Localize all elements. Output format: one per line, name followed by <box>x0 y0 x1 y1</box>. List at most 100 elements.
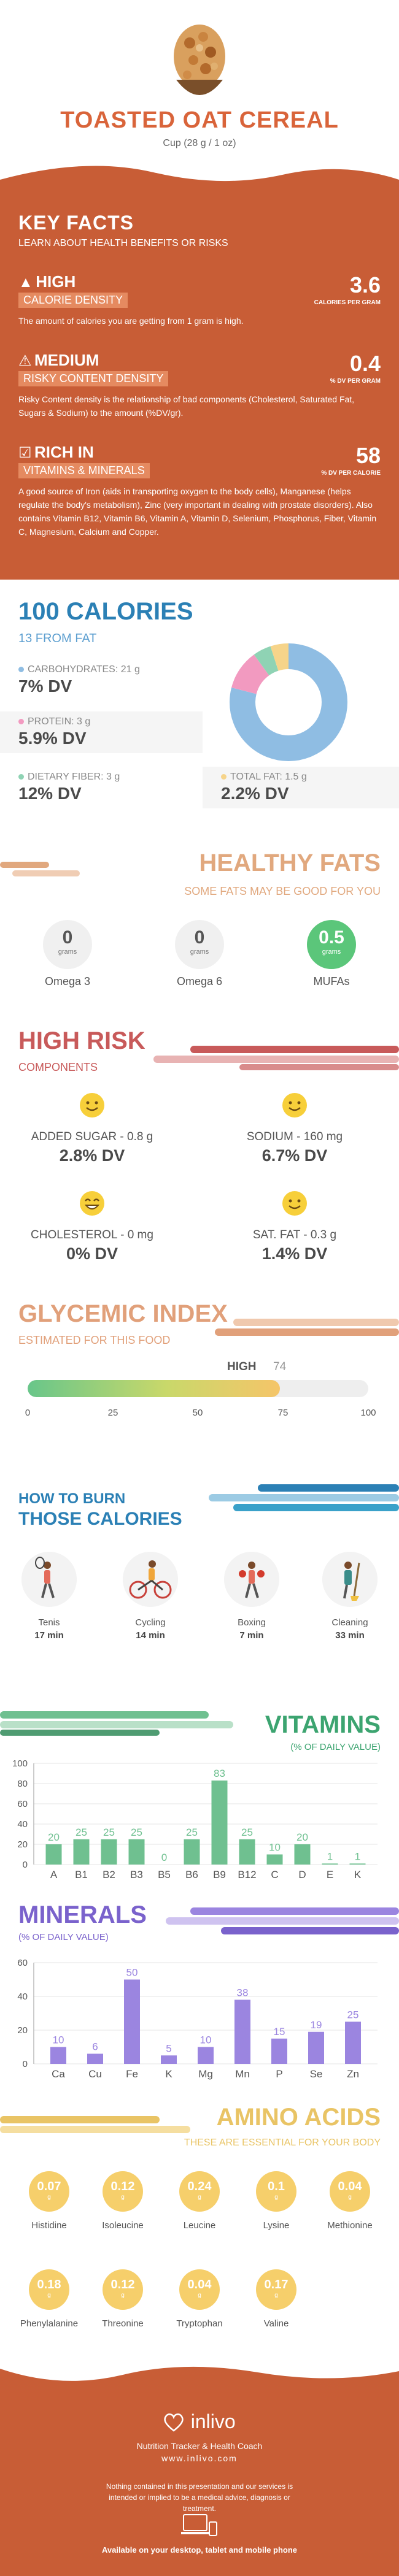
risk-label: SAT. FAT - 0.3 g <box>252 1229 337 1241</box>
bar-value-label: 25 <box>131 1827 142 1838</box>
bar-value-label: 10 <box>200 2034 212 2046</box>
glycemic-bar-fill <box>28 1380 280 1397</box>
glycemic-bar <box>28 1380 368 1397</box>
minerals-subtitle: (% OF DAILY VALUE) <box>18 1932 109 1942</box>
fat-value: 0 <box>194 927 205 948</box>
serving-size: Cup (28 g / 1 oz) <box>163 138 236 148</box>
donut-slice <box>230 643 347 761</box>
risk-dv: 1.4% DV <box>261 1244 328 1263</box>
bar-value-label: 25 <box>347 2009 359 2020</box>
smile-face-icon <box>282 1093 307 1117</box>
bar <box>87 2053 103 2064</box>
bar-value-label: 19 <box>311 2019 322 2031</box>
bar <box>271 2038 287 2064</box>
x-tick-label: Mg <box>198 2068 213 2080</box>
activity-minutes: 14 min <box>136 1630 165 1641</box>
amino-value: 0.18 <box>37 2278 61 2291</box>
x-tick-label: Se <box>310 2068 323 2080</box>
glycemic-level: HIGH <box>227 1360 257 1373</box>
vitamins-title: VITAMINS <box>265 1711 381 1738</box>
decorative-stripes <box>209 1484 399 1511</box>
amino-circle: 0.04 g <box>330 2171 370 2212</box>
healthy-fats-subtitle: SOME FATS MAY BE GOOD FOR YOU <box>184 885 381 897</box>
amino-value: 0.07 <box>37 2180 61 2193</box>
calories-section: 100 CALORIES 13 FROM FAT CARBOHYDRATES: … <box>0 580 399 837</box>
amino-histidine: 0.07 g Histidine <box>15 2171 83 2231</box>
x-tick-label: Mn <box>235 2068 250 2080</box>
x-tick-label: P <box>276 2068 282 2080</box>
y-tick-label: 60 <box>17 1799 28 1809</box>
bar-value-label: 50 <box>126 1967 138 1979</box>
x-tick-label: B6 <box>185 1869 198 1880</box>
fat-value: 0 <box>62 927 73 948</box>
amino-value: 0.1 <box>268 2180 285 2193</box>
fat-value: 0.5 <box>319 927 344 948</box>
key-facts-section: KEY FACTS LEARN ABOUT HEALTH BENEFITS OR… <box>0 161 399 580</box>
amino-methionine: 0.04 g Methionine <box>316 2171 384 2231</box>
bar <box>234 1999 250 2064</box>
activity-cycling: Cycling 14 min <box>117 1552 184 1641</box>
decorative-stripes <box>166 1907 399 1934</box>
y-tick-label: 0 <box>23 2059 28 2069</box>
omega3-circle: 0 grams <box>43 920 92 969</box>
fat-name: Omega 3 <box>44 975 91 987</box>
bar-value-label: 20 <box>296 1831 308 1843</box>
amino-threonine: 0.12 g Threonine <box>89 2269 157 2329</box>
bar <box>349 1863 366 1865</box>
bar <box>239 1839 255 1865</box>
macro-label: TOTAL FAT: 1.5 g <box>230 772 307 782</box>
y-tick-label: 40 <box>17 1819 28 1830</box>
amino-value: 0.04 <box>187 2278 212 2291</box>
activity-minutes: 33 min <box>335 1630 365 1641</box>
amino-unit: g <box>348 2194 352 2201</box>
macro-dv: 12% DV <box>18 784 82 803</box>
bar <box>73 1839 90 1865</box>
amino-lysine: 0.1 g Lysine <box>242 2171 310 2231</box>
amino-unit: g <box>121 2292 125 2299</box>
bar-value-label: 0 <box>161 1852 167 1863</box>
calories-title: 100 CALORIES <box>18 598 193 625</box>
macro-donut-chart <box>230 643 347 761</box>
macro-label: PROTEIN: 3 g <box>28 716 91 727</box>
amino-valine: 0.17 g Valine <box>242 2269 310 2329</box>
risk-dv: 6.7% DV <box>261 1146 328 1165</box>
decorative-stripes <box>153 1046 399 1070</box>
amino-circle: 0.07 g <box>29 2171 69 2212</box>
legend-dot <box>221 774 227 780</box>
risk-dv: 2.8% DV <box>59 1146 125 1165</box>
amino-phenylalanine: 0.18 g Phenylalanine <box>15 2269 83 2329</box>
macro-fiber: DIETARY FIBER: 3 g 12% DV <box>0 767 203 808</box>
vitamins-bar-chart: 0 20 40 60 80 100 20 A 25 B1 25 B2 25 B3 0 B5 25 B6 83 B9 25… <box>12 1758 378 1880</box>
bar <box>124 1979 140 2064</box>
cleaner-icon <box>322 1552 378 1607</box>
burn-calories-section: HOW TO BURN THOSE CALORIES Tenis 17 min … <box>0 1472 399 1699</box>
bar-value-label: 5 <box>166 2042 171 2054</box>
x-tick-label: A <box>50 1869 58 1880</box>
bar-value-label: 10 <box>269 1842 281 1853</box>
fact-description: A good source of Iron (aids in transport… <box>18 486 377 537</box>
minerals-section: MINERALS (% OF DAILY VALUE) 0 20 40 60 10 Ca 6… <box>0 1889 399 2091</box>
glycemic-subtitle: ESTIMATED FOR THIS FOOD <box>18 1334 171 1346</box>
brand-url[interactable]: www.inlivo.com <box>161 2453 238 2463</box>
mufas-circle: 0.5 grams <box>307 920 356 969</box>
activity-name: Boxing <box>238 1617 266 1628</box>
y-tick-label: 80 <box>17 1779 28 1789</box>
cyclist-icon <box>123 1552 178 1607</box>
macro-total-fat: TOTAL FAT: 1.5 g 2.2% DV <box>203 767 399 808</box>
amino-name: Phenylalanine <box>20 2318 79 2329</box>
amino-circle: 0.04 g <box>179 2269 220 2310</box>
bar-value-label: 25 <box>76 1827 87 1838</box>
fact-description: Risky Content density is the relationshi… <box>18 394 355 418</box>
amino-tryptophan: 0.04 g Tryptophan <box>166 2269 233 2329</box>
amino-value: 0.17 <box>264 2278 289 2291</box>
glycemic-tick: 25 <box>107 1408 118 1418</box>
fact-unit: CALORIES PER GRAM <box>314 299 381 306</box>
bar <box>101 1839 117 1865</box>
bar <box>308 2031 324 2064</box>
fact-name: VITAMINS & MINERALS <box>18 463 150 478</box>
amino-name: Isoleucine <box>102 2220 144 2231</box>
amino-unit: g <box>47 2292 51 2299</box>
amino-acids-section: AMINO ACIDS THESE ARE ESSENTIAL FOR YOUR… <box>0 2091 399 2361</box>
amino-name: Leucine <box>183 2220 216 2231</box>
bar-value-label: 10 <box>53 2034 64 2046</box>
